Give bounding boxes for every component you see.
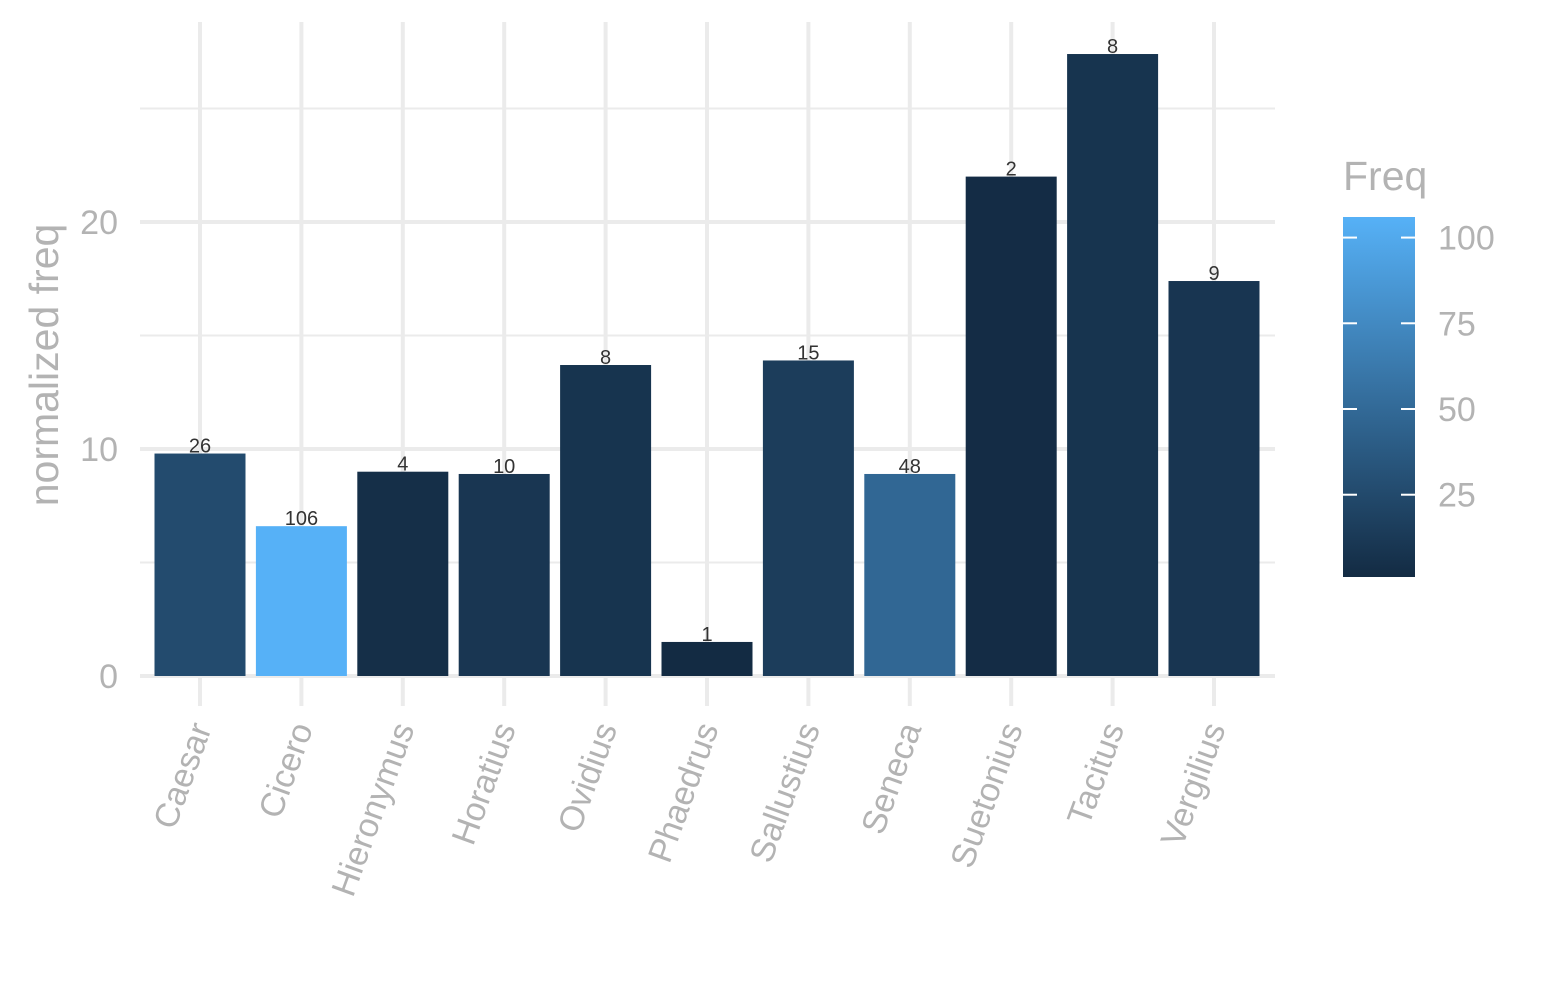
- x-tick-label: Sallustius: [742, 718, 827, 868]
- x-tick-label: Ovidius: [551, 718, 625, 838]
- x-tick-label: Suetonius: [943, 718, 1030, 873]
- legend-tick-label: 50: [1438, 391, 1476, 429]
- bar-cicero: [255, 526, 347, 676]
- legend-tick-label: 25: [1438, 477, 1476, 515]
- bar-label-hieronymus: 4: [397, 454, 408, 476]
- y-tick-label: 10: [80, 431, 118, 469]
- bar-label-seneca: 48: [899, 456, 921, 478]
- x-tick-label: Cicero: [252, 718, 321, 823]
- bar-label-sallustius: 15: [797, 342, 819, 364]
- bar-suetonius: [965, 176, 1057, 676]
- legend-tick-label: 75: [1438, 305, 1476, 343]
- legend-ticks: 25 50 75 100: [1343, 220, 1495, 515]
- bar-label-phaedrus: 1: [701, 624, 712, 646]
- bars: [154, 54, 1260, 676]
- x-tick-label: Horatius: [445, 718, 524, 850]
- legend-tick-label: 100: [1438, 220, 1495, 258]
- y-tick-label: 0: [99, 658, 118, 696]
- x-tick-label: Hieronymus: [325, 718, 423, 901]
- bar-seneca: [864, 473, 956, 676]
- bar-label-cicero: 106: [285, 508, 318, 530]
- x-axis-ticks: Caesar Cicero Hieronymus Horatius Ovidius Pha…: [146, 718, 1233, 902]
- bar-sallustius: [762, 360, 854, 676]
- legend-colorbar: [1343, 217, 1415, 577]
- bar-phaedrus: [661, 641, 753, 676]
- y-axis-ticks: 0 10 20: [80, 204, 118, 696]
- bar-tacitus: [1067, 54, 1159, 676]
- bar-caesar: [154, 453, 246, 676]
- y-tick-label: 20: [80, 204, 118, 242]
- bar-label-vergilius: 9: [1208, 263, 1219, 285]
- bar-label-caesar: 26: [189, 436, 211, 458]
- legend: Freq 25 50 75 100: [1343, 153, 1495, 577]
- bar-ovidius: [560, 365, 652, 676]
- x-tick-label: Vergilius: [1154, 718, 1234, 852]
- x-tick-label: Phaedrus: [641, 718, 726, 868]
- bar-label-horatius: 10: [493, 456, 515, 478]
- x-tick-label: Caesar: [146, 718, 219, 834]
- bar-labels: 26 106 4 10 8 1 15 48 2 8 9: [189, 36, 1220, 646]
- legend-title: Freq: [1343, 153, 1427, 199]
- bar-hieronymus: [357, 471, 449, 676]
- y-axis-title: normalized freq: [21, 224, 67, 507]
- bar-horatius: [458, 473, 550, 676]
- bar-label-suetonius: 2: [1006, 159, 1017, 181]
- bar-label-tacitus: 8: [1107, 36, 1118, 58]
- bar-label-ovidius: 8: [600, 347, 611, 369]
- bar-vergilius: [1168, 281, 1260, 676]
- x-tick-label: Seneca: [854, 718, 929, 839]
- x-tick-label: Tacitus: [1060, 718, 1132, 830]
